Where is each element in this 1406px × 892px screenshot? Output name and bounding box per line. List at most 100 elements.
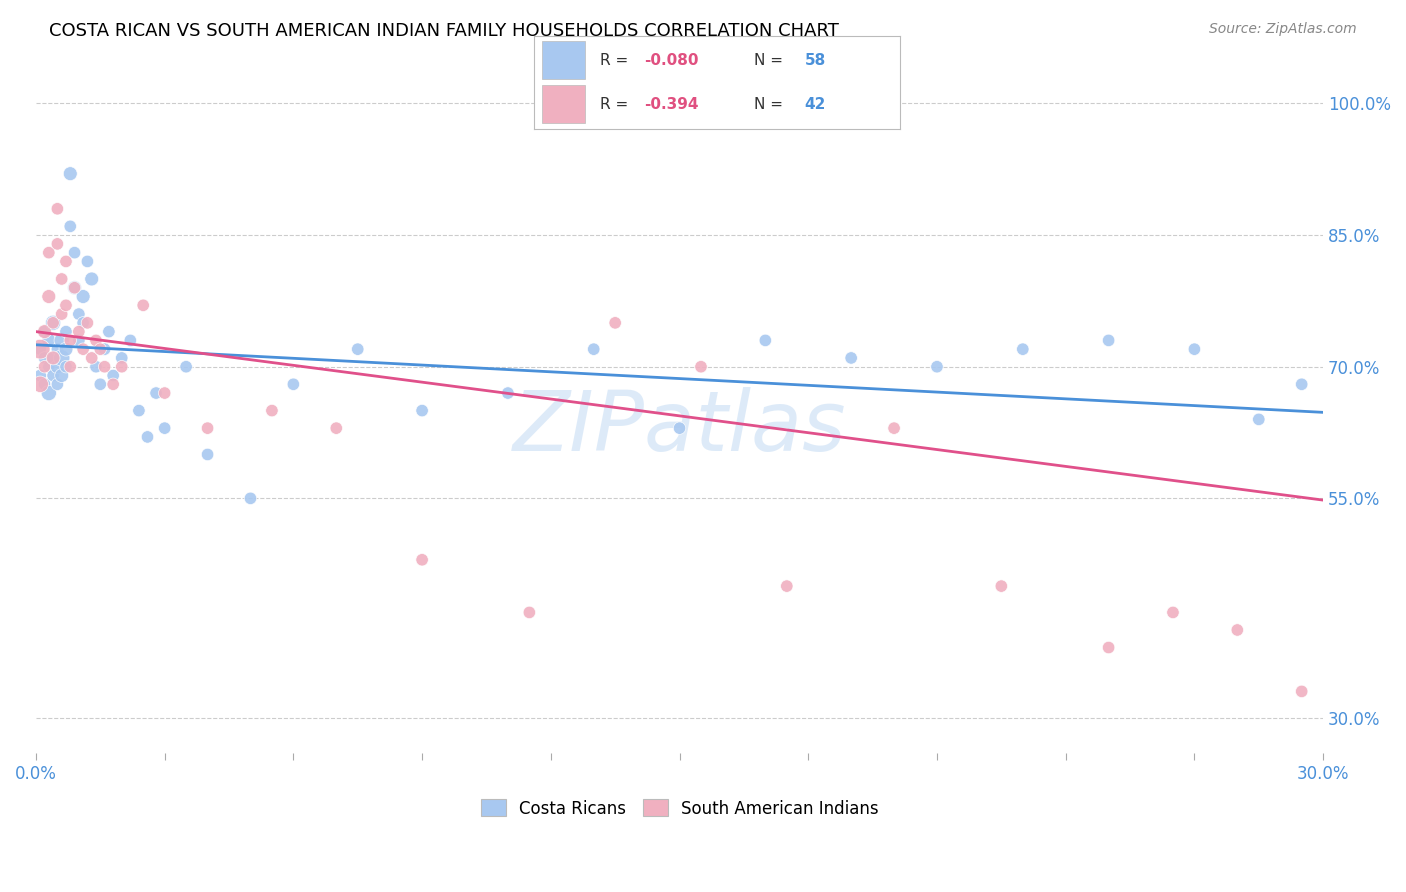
Point <box>84 334 107 348</box>
Point <box>111 359 134 374</box>
FancyBboxPatch shape <box>541 86 585 123</box>
Point <box>51 368 73 383</box>
Point <box>55 254 77 268</box>
Point <box>89 342 111 356</box>
Point <box>34 377 56 392</box>
Point <box>46 377 69 392</box>
Text: 42: 42 <box>804 96 827 112</box>
Point <box>1161 606 1184 620</box>
Point <box>55 359 77 374</box>
Point <box>101 368 124 383</box>
Point <box>30 342 52 356</box>
Point <box>1291 377 1313 392</box>
Point <box>59 219 82 234</box>
Point <box>97 325 120 339</box>
Point <box>283 377 305 392</box>
Point <box>63 281 86 295</box>
Legend: Costa Ricans, South American Indians: Costa Ricans, South American Indians <box>474 793 886 824</box>
Point <box>120 334 142 348</box>
Point <box>1011 342 1033 356</box>
Point <box>55 342 77 356</box>
Point <box>776 579 799 593</box>
Point <box>42 351 65 365</box>
Point <box>93 359 115 374</box>
Point <box>111 351 134 365</box>
Point <box>67 307 90 321</box>
Point <box>38 289 60 303</box>
Point <box>605 316 627 330</box>
Point <box>668 421 690 435</box>
Point <box>67 334 90 348</box>
Point <box>51 351 73 365</box>
Point <box>76 254 98 268</box>
Point <box>411 403 433 417</box>
Point <box>101 377 124 392</box>
Point <box>519 606 541 620</box>
Text: -0.394: -0.394 <box>644 96 699 112</box>
Text: R =: R = <box>600 53 633 68</box>
Point <box>63 281 86 295</box>
Point <box>30 342 52 356</box>
FancyBboxPatch shape <box>541 41 585 78</box>
Point <box>239 491 262 506</box>
Point <box>174 359 197 374</box>
Point <box>38 359 60 374</box>
Point <box>67 325 90 339</box>
Point <box>690 359 713 374</box>
Point <box>925 359 948 374</box>
Point <box>55 325 77 339</box>
Point <box>80 351 103 365</box>
Point <box>51 272 73 286</box>
Point <box>93 342 115 356</box>
Point <box>30 377 52 392</box>
Point <box>153 421 176 435</box>
Point <box>84 359 107 374</box>
Point <box>1097 640 1119 655</box>
Point <box>128 403 150 417</box>
Point <box>34 351 56 365</box>
Point <box>59 359 82 374</box>
Point <box>38 245 60 260</box>
Point <box>46 236 69 251</box>
Point <box>132 298 155 312</box>
Point <box>582 342 605 356</box>
Point <box>197 448 219 462</box>
Point <box>46 202 69 216</box>
Point <box>38 334 60 348</box>
Point <box>1097 334 1119 348</box>
Point <box>1184 342 1206 356</box>
Point <box>346 342 368 356</box>
Point <box>46 359 69 374</box>
Point <box>34 325 56 339</box>
Point <box>42 351 65 365</box>
Point <box>197 421 219 435</box>
Point <box>59 167 82 181</box>
Point <box>46 342 69 356</box>
Point <box>1291 684 1313 698</box>
Point <box>38 386 60 401</box>
Text: COSTA RICAN VS SOUTH AMERICAN INDIAN FAMILY HOUSEHOLDS CORRELATION CHART: COSTA RICAN VS SOUTH AMERICAN INDIAN FAM… <box>49 22 839 40</box>
Point <box>63 245 86 260</box>
Point <box>145 386 167 401</box>
Point <box>260 403 283 417</box>
Point <box>153 386 176 401</box>
Point <box>325 421 347 435</box>
Point <box>883 421 905 435</box>
Point <box>990 579 1012 593</box>
Point <box>72 316 94 330</box>
Point <box>496 386 519 401</box>
Point <box>51 334 73 348</box>
Point <box>51 307 73 321</box>
Text: -0.080: -0.080 <box>644 53 699 68</box>
Point <box>72 342 94 356</box>
Point <box>1247 412 1270 426</box>
Point <box>55 298 77 312</box>
Text: ZIPatlas: ZIPatlas <box>513 386 846 467</box>
Point <box>80 272 103 286</box>
Text: N =: N = <box>754 96 787 112</box>
Text: 58: 58 <box>804 53 827 68</box>
Point <box>42 316 65 330</box>
Point <box>59 334 82 348</box>
Point <box>30 368 52 383</box>
Point <box>1226 623 1249 637</box>
